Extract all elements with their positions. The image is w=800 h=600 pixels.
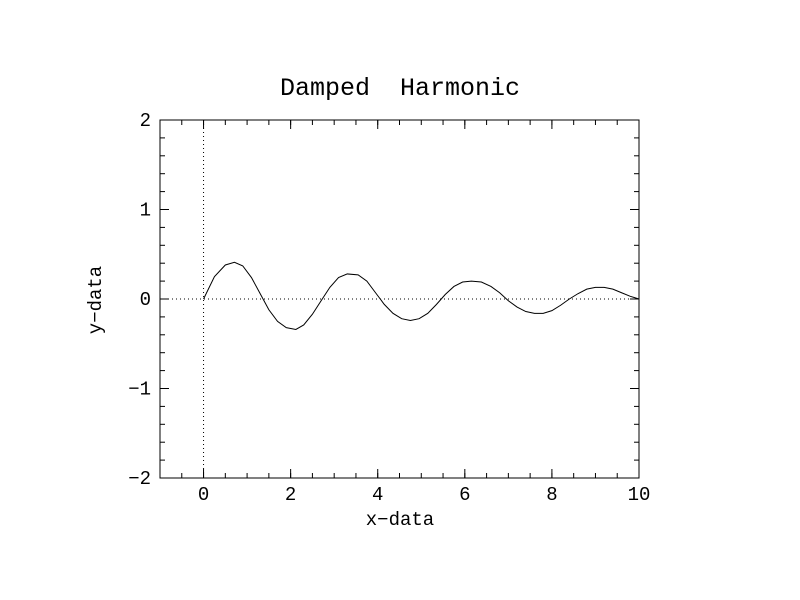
x-tick-label: 6 <box>459 484 470 506</box>
x-tick-label: 8 <box>546 484 557 506</box>
y-tick-label: 1 <box>140 200 151 222</box>
x-tick-labels: 0 2 4 6 8 10 <box>198 484 651 506</box>
chart-title: Damped Harmonic <box>280 74 520 103</box>
x-tick-label: 4 <box>372 484 383 506</box>
x-tick-label: 0 <box>198 484 209 506</box>
series-line-damped-harmonic <box>203 261 640 330</box>
y-tick-labels: −2 −1 0 1 2 <box>128 110 151 490</box>
plot-area: 0 2 4 6 8 10 −2 −1 0 1 2 <box>128 110 650 506</box>
x-tick-label: 10 <box>628 484 651 506</box>
y-tick-label: −1 <box>128 379 151 401</box>
y-tick-label: 2 <box>140 110 151 132</box>
x-tick-label: 2 <box>285 484 296 506</box>
y-axis-label: y−data <box>85 266 107 334</box>
y-tick-label: −2 <box>128 468 151 490</box>
y-tick-label: 0 <box>140 289 151 311</box>
x-axis-label: x−data <box>366 509 434 531</box>
plot-frame <box>159 119 640 479</box>
axis-ticks <box>159 119 640 479</box>
